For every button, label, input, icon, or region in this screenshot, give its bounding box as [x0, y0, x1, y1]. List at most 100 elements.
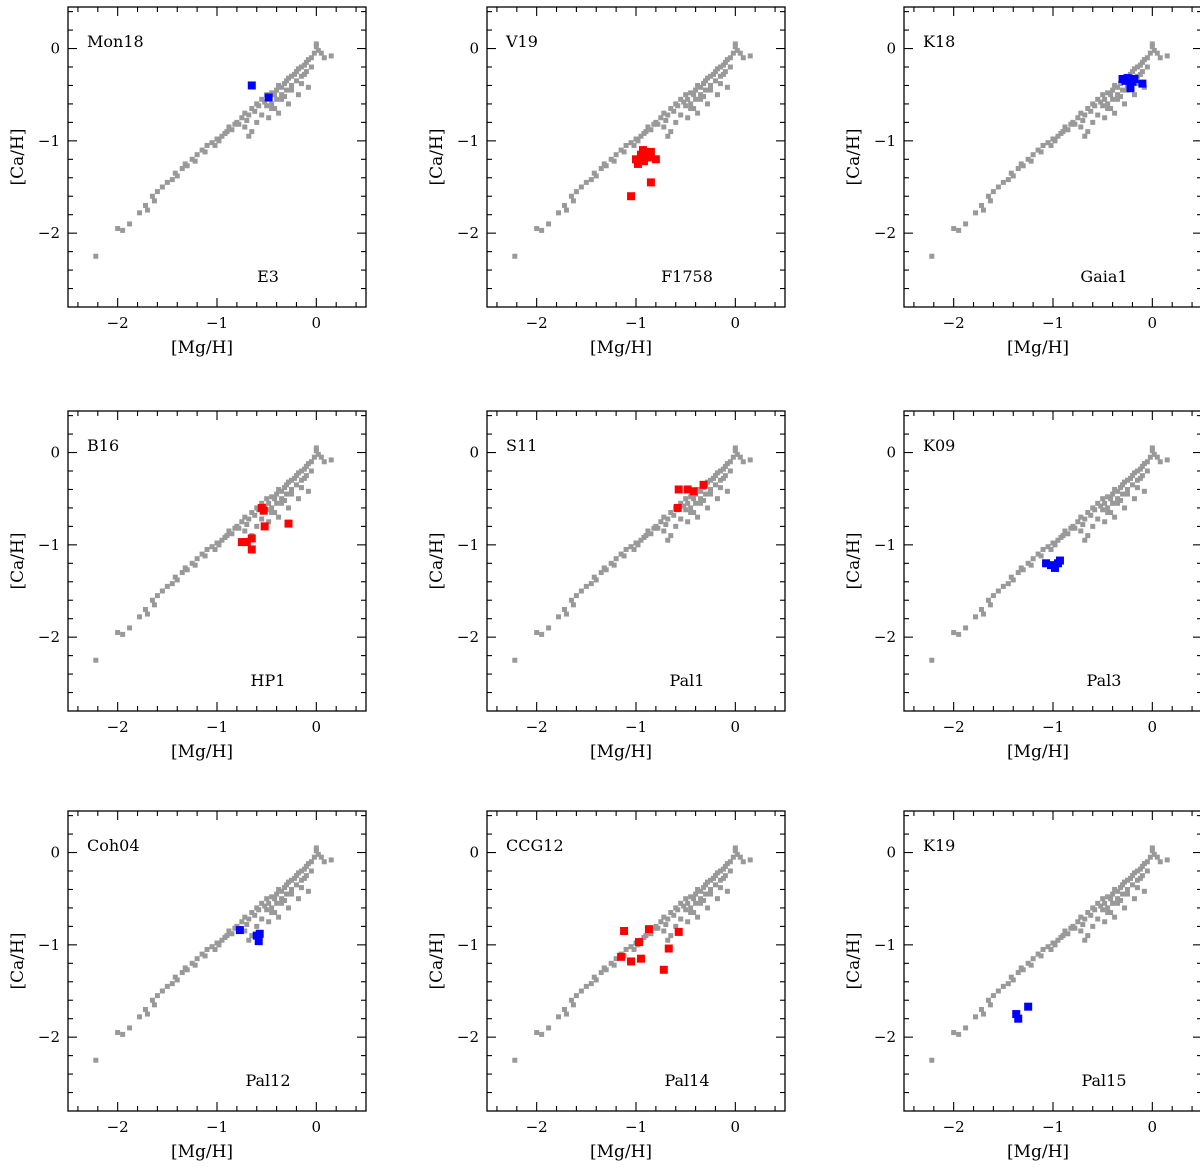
background-point — [661, 110, 667, 116]
background-point — [274, 96, 280, 102]
background-point — [727, 459, 733, 465]
background-point — [737, 50, 743, 56]
panel-e3: −2 −1 0 0 −1 −2 [Mg/H] [Ca/H] Mon18 E3 — [8, 6, 367, 358]
y-tick-label: 0 — [886, 444, 896, 462]
background-point — [727, 64, 733, 70]
cluster-point — [643, 153, 652, 162]
background-point — [730, 454, 736, 460]
cluster-point — [632, 155, 640, 164]
background-point — [1072, 121, 1078, 127]
background-point — [293, 882, 299, 888]
background-point — [282, 485, 288, 491]
panel-pal15: −2 −1 0 0 −1 −2 [Mg/H] [Ca/H] K19 Pal15 — [844, 810, 1200, 1162]
background-point — [276, 914, 282, 920]
background-point — [1102, 115, 1108, 121]
y-axis-label: [Ca/H] — [844, 933, 864, 990]
background-point — [1040, 142, 1046, 148]
background-point — [1137, 866, 1143, 872]
background-point — [985, 597, 991, 603]
background-point — [722, 463, 728, 469]
background-point — [1149, 845, 1155, 851]
background-point — [724, 861, 730, 867]
background-point — [1090, 923, 1096, 929]
background-point — [673, 523, 679, 529]
background-point — [747, 457, 753, 463]
cluster-point — [264, 93, 273, 102]
background-point — [224, 129, 230, 135]
x-tick-label: 0 — [1148, 1118, 1158, 1136]
background-point — [284, 482, 290, 488]
cluster-point — [247, 534, 256, 543]
cluster-point — [1042, 559, 1051, 568]
background-point — [1108, 496, 1114, 502]
background-point — [149, 597, 155, 603]
background-point — [720, 71, 726, 77]
background-point — [216, 138, 222, 144]
background-point — [1030, 152, 1036, 158]
background-point — [1105, 494, 1111, 500]
background-point — [635, 542, 641, 548]
background-point — [623, 946, 629, 952]
background-point — [174, 577, 180, 583]
background-point — [1125, 491, 1130, 497]
background-point — [588, 177, 594, 183]
background-point — [1112, 886, 1118, 892]
background-point — [242, 528, 248, 534]
background-point — [668, 129, 674, 135]
background-point — [1139, 69, 1145, 75]
background-point — [698, 896, 704, 902]
background-point — [1105, 106, 1111, 112]
background-point — [688, 510, 694, 516]
background-point — [724, 84, 730, 90]
background-point — [710, 71, 716, 77]
y-tick-label: 0 — [50, 844, 60, 862]
background-point — [695, 110, 701, 116]
background-point — [1118, 94, 1124, 100]
background-point — [1149, 44, 1155, 50]
background-point — [1164, 457, 1170, 463]
background-point — [1028, 962, 1034, 968]
background-point — [318, 50, 324, 56]
cluster-point — [689, 487, 698, 496]
background-point — [1100, 507, 1106, 513]
background-point — [93, 253, 99, 259]
background-point — [311, 50, 317, 56]
background-point — [722, 873, 728, 879]
background-point — [722, 69, 728, 75]
background-point — [1060, 533, 1066, 539]
background-point — [608, 960, 614, 966]
cluster-point — [255, 929, 264, 938]
y-tick-label: 0 — [50, 444, 60, 462]
background-point — [705, 905, 711, 911]
background-point — [144, 611, 150, 617]
background-point — [1144, 868, 1150, 874]
background-point — [209, 140, 215, 146]
background-point — [1129, 69, 1135, 75]
x-tick-label: −2 — [526, 314, 548, 332]
background-point — [219, 937, 225, 943]
background-point — [681, 99, 687, 105]
background-point — [708, 486, 713, 492]
panel-pal12: −2 −1 0 0 −1 −2 [Mg/H] [Ca/H] Coh04 Pal12 — [8, 810, 367, 1162]
background-point — [691, 910, 697, 916]
background-point — [685, 900, 691, 906]
background-point — [274, 500, 280, 506]
background-point — [1090, 119, 1096, 125]
cluster-point — [651, 155, 660, 164]
background-point — [295, 66, 301, 72]
background-point — [1082, 937, 1088, 943]
background-point — [598, 970, 604, 976]
background-point — [570, 198, 576, 204]
y-axis-label: [Ca/H] — [844, 533, 864, 590]
background-point — [1088, 108, 1094, 114]
background-point — [724, 461, 730, 467]
background-point — [973, 1014, 979, 1020]
x-axis-label: [Mg/H] — [171, 338, 233, 358]
cluster-point — [664, 944, 673, 953]
background-point — [256, 907, 262, 913]
cluster-point — [638, 146, 647, 155]
background-point — [305, 461, 311, 467]
background-point — [274, 87, 280, 93]
background-point — [655, 925, 661, 931]
background-point — [313, 848, 319, 854]
